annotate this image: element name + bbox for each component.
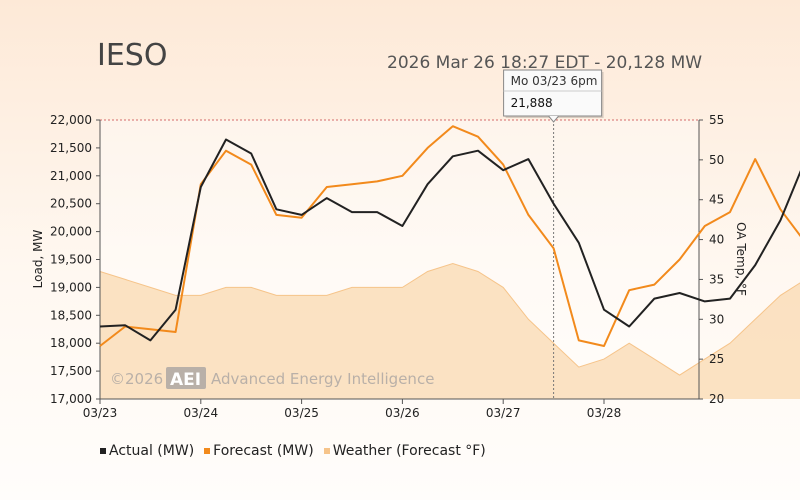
legend-swatch-actual	[100, 448, 106, 454]
y-right-tick-label: 55	[709, 113, 724, 127]
watermark-logo-box	[166, 367, 206, 389]
y-left-tick-label: 18,000	[50, 336, 92, 350]
x-tick-label: 03/27	[486, 406, 521, 420]
chart-subtitle: 2026 Mar 26 18:27 EDT - 20,128 MW	[387, 53, 703, 73]
callout-pointer	[548, 115, 559, 123]
legend-swatch-weather	[323, 448, 330, 454]
y-left-tick-label: 18,500	[50, 308, 92, 322]
y-right-tick-label: 25	[709, 352, 724, 366]
forecast-line	[99, 125, 800, 347]
legend-swatch-forecast	[204, 448, 211, 454]
x-tick-label: 03/26	[385, 406, 420, 420]
watermark: ©2026 AEI Advanced Energy Intelligence	[110, 367, 434, 390]
x-tick-label: 03/24	[184, 406, 219, 420]
y-right-tick-label: 35	[709, 272, 724, 286]
y-left-axis-label: Load, MW	[31, 230, 45, 289]
y-left-tick-label: 19,500	[50, 253, 92, 267]
chart-title: IESO	[97, 38, 168, 73]
callout-label: Mo 03/23 6pm	[511, 74, 598, 88]
callout-value: 21,888	[511, 96, 553, 110]
y-right-tick-label: 45	[709, 193, 724, 207]
legend-item-forecast[interactable]: Forecast (MW)	[204, 443, 314, 459]
callout-0: Mo 03/23 6pm 21,888	[503, 69, 604, 123]
y-left-tick-label: 17,500	[50, 364, 92, 378]
y-left-tick-label: 21,000	[50, 169, 92, 183]
y-right-axis-label: OA Temp, °F	[734, 222, 748, 296]
y-left-tick-label: 17,000	[50, 392, 92, 406]
y-left-tick-label: 20,500	[50, 197, 92, 211]
y-right-tick-label: 30	[709, 312, 724, 326]
legend-label-forecast: Forecast (MW)	[213, 443, 314, 459]
watermark-name: Advanced Energy Intelligence	[211, 370, 434, 388]
weather-line	[99, 262, 800, 376]
y-right-tick-label: 50	[709, 153, 724, 167]
y-left-tick-label: 22,000	[50, 113, 92, 127]
watermark-logo: AEI	[170, 370, 201, 390]
watermark-year: ©2026	[110, 370, 163, 388]
y-left-tick-label: 21,500	[50, 141, 92, 155]
legend-item-actual[interactable]: Actual (MW)	[100, 443, 194, 459]
callout-box	[503, 69, 603, 117]
y-right-tick-label: 40	[709, 233, 724, 247]
y-right-tick-label: 20	[709, 392, 724, 406]
y-left-tick-label: 20,000	[50, 225, 92, 239]
x-tick-label: 03/28	[587, 406, 622, 420]
y-left-tick-label: 19,000	[50, 280, 92, 294]
x-tick-label: 03/23	[83, 406, 118, 420]
x-tick-label: 03/25	[284, 406, 319, 420]
legend: Actual (MW) Forecast (MW) Weather (Forec…	[100, 443, 490, 459]
weather-area	[100, 263, 800, 399]
legend-item-weather[interactable]: Weather (Forecast °F)	[323, 443, 486, 459]
legend-label-actual: Actual (MW)	[109, 443, 195, 459]
actual-line	[99, 138, 800, 342]
legend-label-weather: Weather (Forecast °F)	[332, 443, 486, 459]
